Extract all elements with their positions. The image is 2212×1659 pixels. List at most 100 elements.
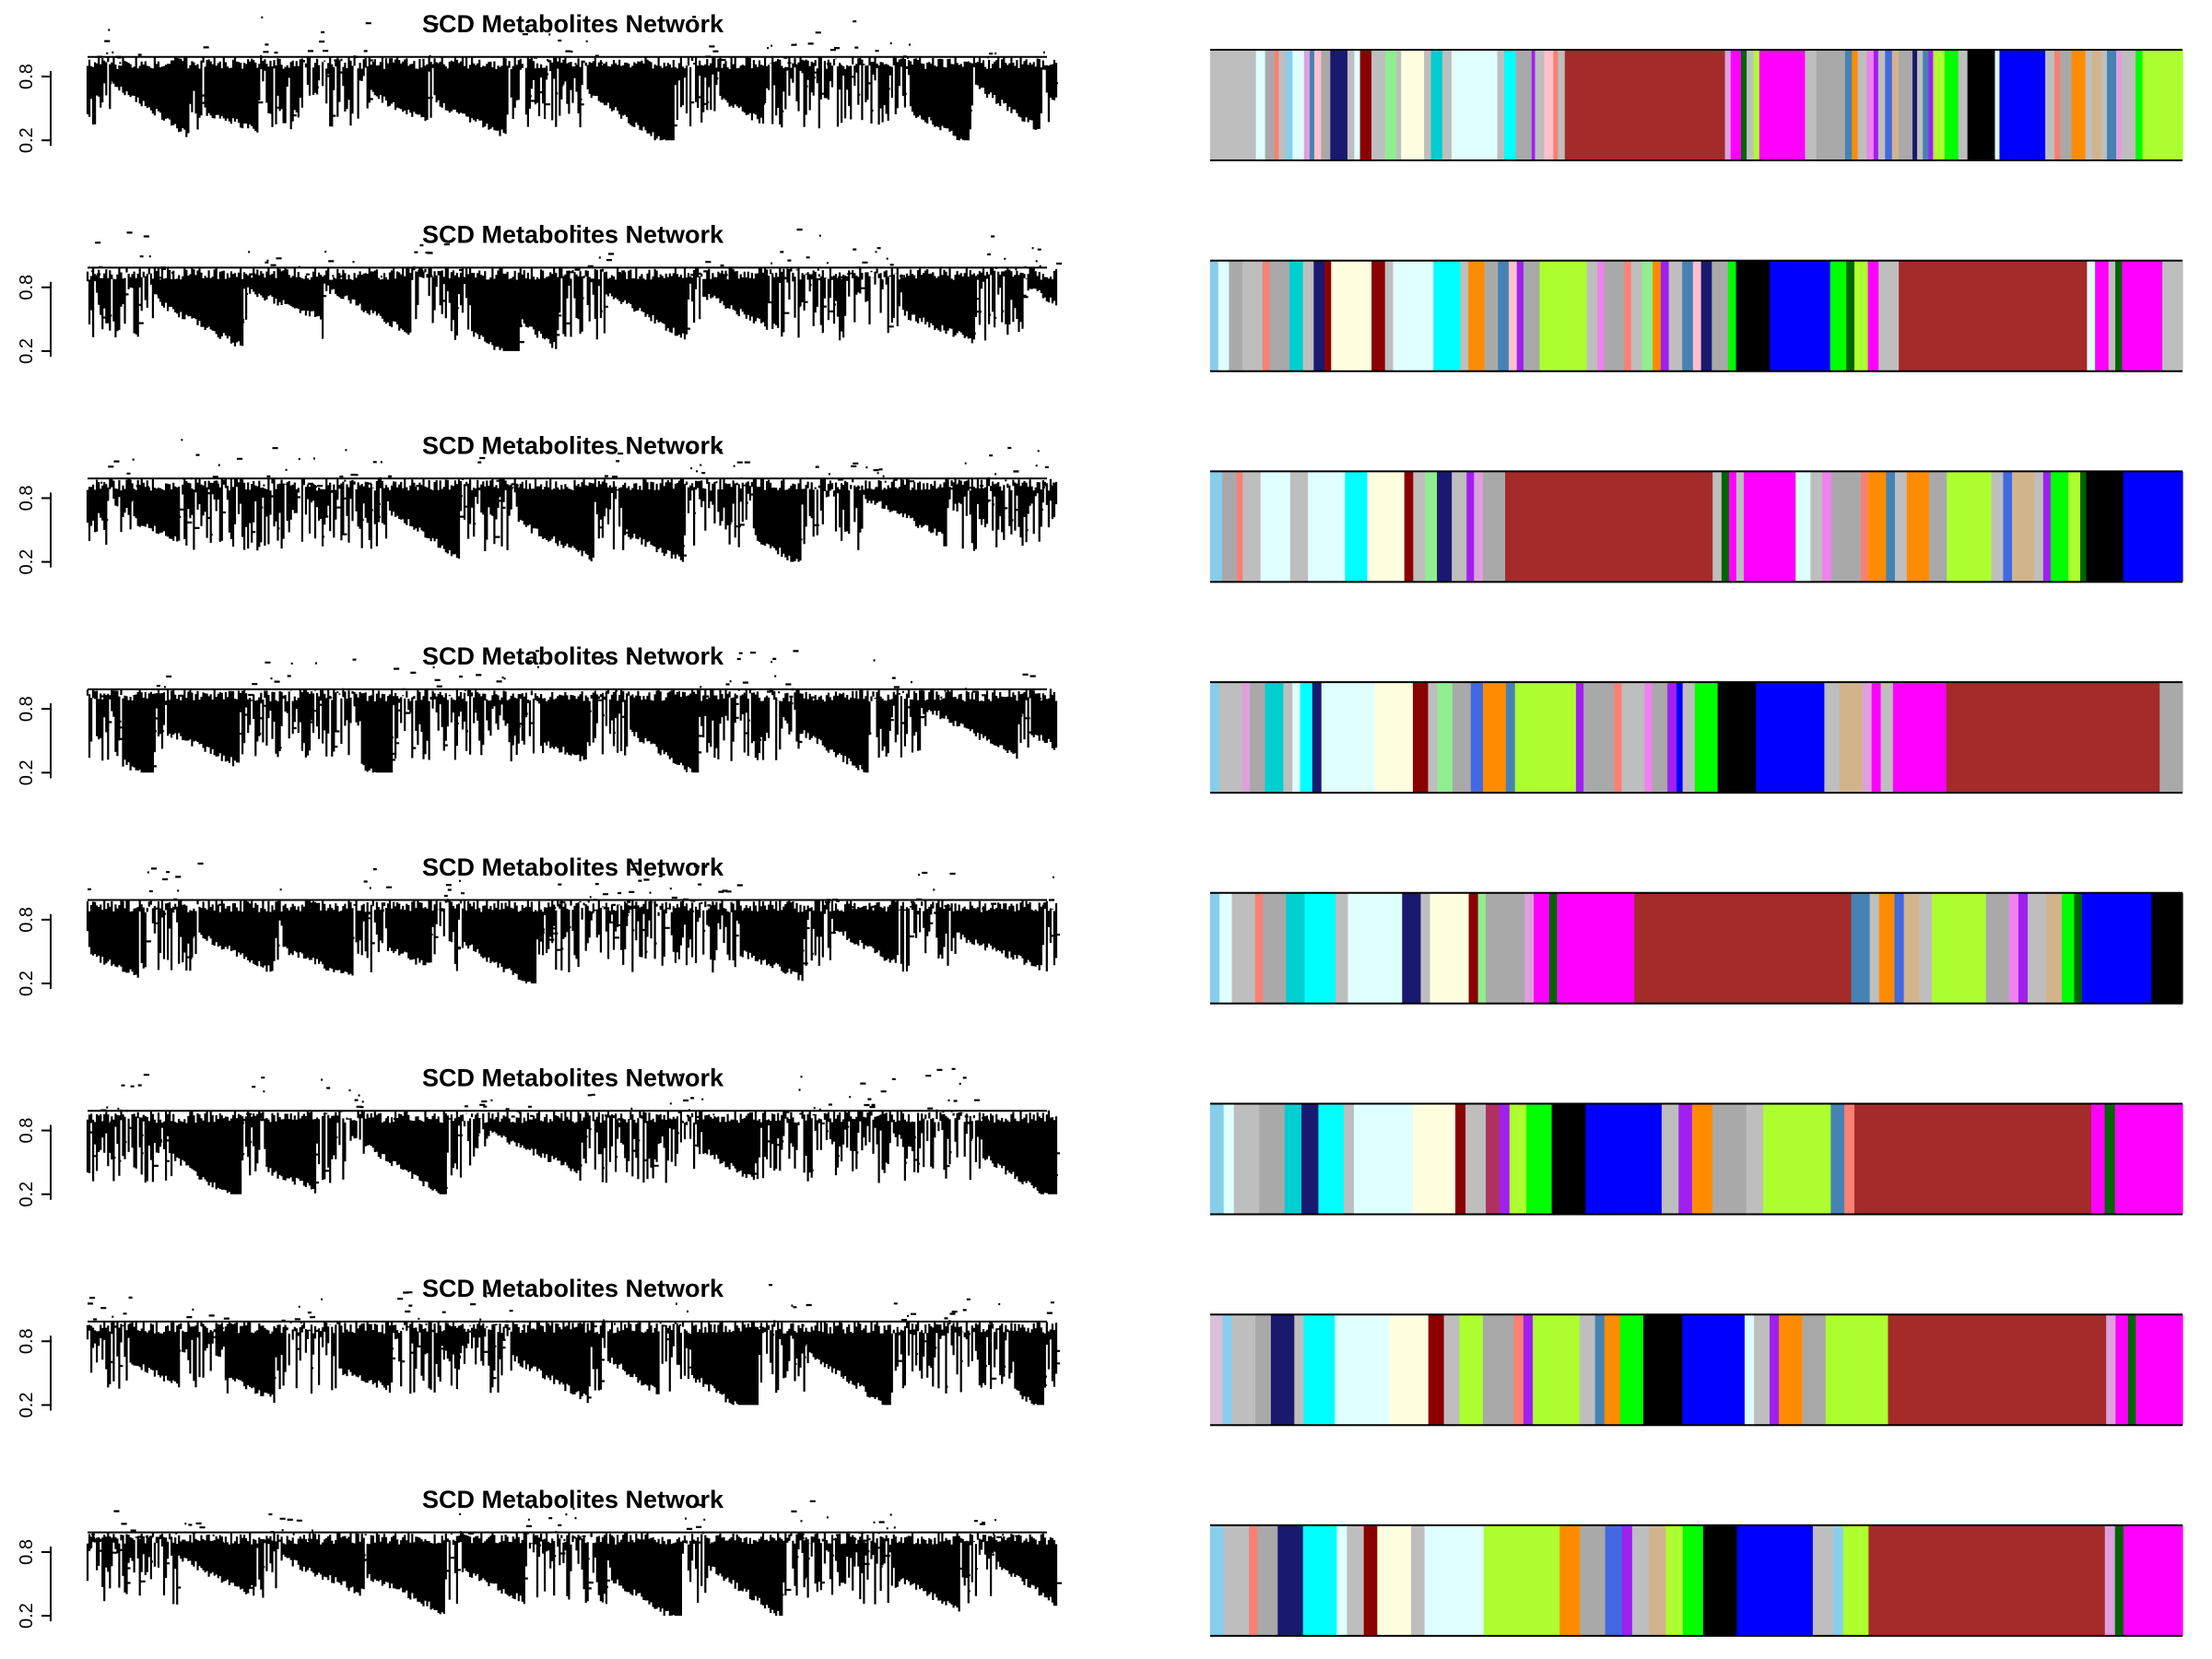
module-segment-royalblue [1470,682,1484,794]
dendrogram [86,439,1058,562]
module-segment-darkgrey [2060,50,2073,160]
module-segment-blue [2123,471,2183,582]
module-segment-grey [1497,50,1505,160]
panel-3: SCD Metabolites Network 0.2 0.8 [17,431,2183,583]
module-segment-magenta [1728,471,1737,582]
module-segment-lightcyan [1744,1314,1755,1426]
dendrogram [86,650,1058,773]
module-segment-cyan [1433,260,1462,371]
module-segment-salmon [1553,50,1559,160]
module-segment-skyblue [1210,1524,1225,1636]
module-segment-grey [2085,50,2093,160]
module-segment-lightgreen [1437,682,1453,794]
module-segment-magenta [1557,892,1635,1004]
y-tick-label: 0.2 [17,338,37,364]
module-segment-grey [1413,471,1426,582]
panel-title: SCD Metabolites Network [422,10,724,38]
module-segment-brown [1899,260,2088,371]
module-segment-darkgrey [1583,682,1615,794]
module-segment-darkgrey [1928,471,1947,582]
module-segment-royalblue [1894,892,1905,1004]
module-segment-purple [2042,471,2052,582]
module-segment-grey [1242,260,1264,371]
module-segment-steelblue [1830,1103,1845,1215]
y-tick-label: 0.2 [17,1393,37,1418]
module-segment-skyblue [1210,682,1220,794]
module-segment-salmon [1624,260,1632,371]
module-segment-pink [1692,260,1702,371]
module-segment-darkgrey [1265,50,1276,160]
module-segment-lightcyan [1424,1524,1485,1636]
module-segment-greenyellow [1762,1103,1831,1215]
module-segment-lightcyan [1223,1103,1235,1215]
module-segment-darkgreen [2114,1524,2124,1636]
module-segment-lightyellow [1401,50,1425,160]
module-segment-purple [1575,682,1584,794]
module-segment-darkred [1412,682,1430,794]
module-segment-midnightblue [1270,1314,1295,1426]
dendrogram-leaves [86,650,1058,773]
module-segment-lightcyan [2087,260,2096,371]
module-segment-lightcyan [1393,260,1434,371]
module-segment-cyan [1300,682,1313,794]
module-segment-steelblue [1886,471,1896,582]
module-segment-midnightblue [1312,682,1323,794]
dendrogram [86,1067,1060,1194]
module-segment-purple [1660,260,1670,371]
module-segment-grey [1335,892,1349,1004]
module-segment-magenta [1730,50,1742,160]
module-segment-brown [1946,682,2160,794]
module-segment-lightyellow [1331,260,1372,371]
module-segment-darkgrey [1604,260,1626,371]
module-segment-grey [1869,892,1880,1004]
module-segment-skyblue [1210,1103,1225,1215]
module-segment-grey [1278,50,1287,160]
y-tick-label: 0.2 [17,971,37,996]
module-segment-green [1682,1524,1704,1636]
module-segment-darkgrey [1484,260,1499,371]
module-segment-darkred [1455,1103,1466,1215]
module-segment-violet [1644,682,1653,794]
module-segment-green [2061,892,2075,1004]
module-segment-skyblue [1210,260,1219,371]
module-segment-grey [2108,260,2116,371]
module-segment-black [2086,471,2124,582]
module-segment-violet [1597,260,1606,371]
module-segment-darkgrey [1249,682,1266,794]
module-segment-cyan [1345,471,1369,582]
module-segment-black [1643,1314,1683,1426]
module-segment-plum [2104,1524,2116,1636]
module-segment-grey [1452,471,1467,582]
dendrogram-leaves [86,439,1058,562]
module-segment-grey [1302,260,1314,371]
module-segment-cyan [1503,50,1516,160]
panel-title: SCD Metabolites Network [422,431,724,459]
module-segment-steelblue [1682,260,1694,371]
module-segment-green [1830,260,1847,371]
module-segment-grey [1586,260,1598,371]
module-segment-steelblue [1844,50,1853,160]
module-segment-greenyellow [1931,892,1987,1004]
module-segment-purple [1523,1314,1534,1426]
module-segment-lightgreen [1477,892,1487,1004]
module-segment-purple [1621,1524,1633,1636]
module-segment-skyblue [1832,1524,1844,1636]
module-segment-magenta [1867,260,1879,371]
module-segment-darkturquoise [1284,1103,1302,1215]
module-segment-darkgrey [1486,892,1525,1004]
panel-4: SCD Metabolites Network 0.2 0.8 [17,642,2183,794]
module-segment-orange [1906,471,1930,582]
module-segment-lightyellow [1377,1524,1412,1636]
module-segment-grey [1210,50,1257,160]
y-tick-label: 0.8 [17,486,37,512]
dendrogram [86,1284,1060,1406]
module-segment-lightcyan [1795,471,1811,582]
module-segment-salmon [1254,892,1264,1004]
dendrogram [86,1495,1063,1617]
module-segment-darkgreen [1740,50,1747,160]
module-segment-grey [1343,1103,1355,1215]
module-color-bar [1210,891,2183,1005]
module-segment-salmon [1236,471,1243,582]
module-segment-grey [1283,682,1293,794]
module-segment-blue [1999,50,2046,160]
